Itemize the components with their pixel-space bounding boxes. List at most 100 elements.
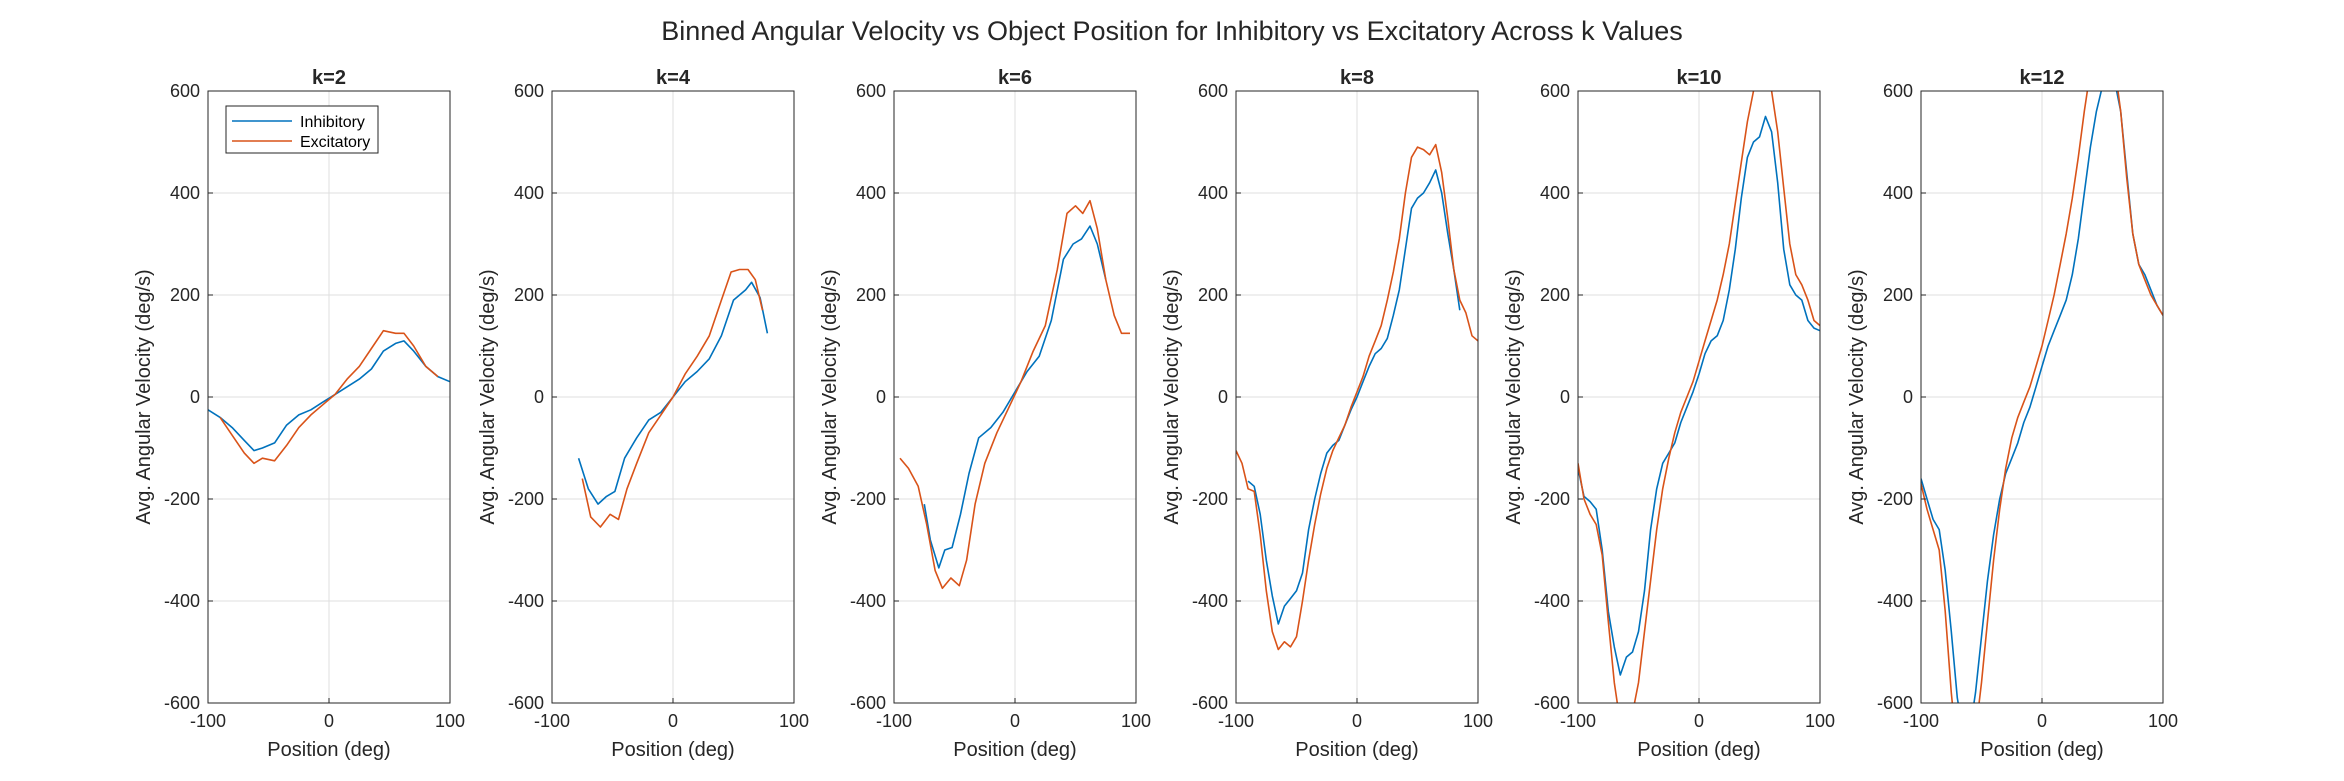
series-line-excitatory	[581, 268, 764, 528]
x-tick-label: 0	[1010, 711, 1020, 731]
y-axis-label: Avg. Angular Velocity (deg/s)	[477, 269, 499, 524]
x-tick-label: 0	[324, 711, 334, 731]
y-tick-label: 0	[190, 387, 200, 407]
x-tick-label: 100	[2148, 711, 2178, 731]
subplot-title: k=12	[2019, 67, 2064, 89]
y-tick-label: -200	[1877, 489, 1913, 509]
y-tick-label: -400	[1192, 591, 1228, 611]
y-tick-label: 200	[1198, 285, 1228, 305]
subplot-3: -100 0 100 -600 -400 -200 0 200 400 600 k=6 Positio…	[819, 67, 1151, 761]
y-tick-label: -600	[1192, 693, 1228, 713]
y-tick-label: -200	[1192, 489, 1228, 509]
y-tick-label: -400	[850, 591, 886, 611]
x-tick-label: -100	[876, 711, 912, 731]
legend-box	[225, 105, 379, 154]
x-tick-label: -100	[534, 711, 570, 731]
x-tick-label: 0	[2037, 711, 2047, 731]
subplot-title: k=4	[656, 67, 691, 89]
legend: Inhibitory Excitatory	[225, 105, 379, 154]
y-tick-label: -600	[164, 693, 200, 713]
x-tick-label: 100	[1463, 711, 1493, 731]
series-line-excitatory	[219, 329, 439, 465]
y-tick-label: -200	[164, 489, 200, 509]
x-axis-label: Position (deg)	[953, 739, 1076, 761]
y-tick-label: 600	[1198, 81, 1228, 101]
x-axis-label: Position (deg)	[1295, 739, 1418, 761]
y-tick-label: 0	[534, 387, 544, 407]
x-tick-label: -100	[1560, 711, 1596, 731]
y-tick-label: 400	[1883, 183, 1913, 203]
y-tick-label: 200	[1883, 285, 1913, 305]
y-tick-label: -200	[850, 489, 886, 509]
y-tick-label: -600	[850, 693, 886, 713]
y-tick-label: 600	[1540, 81, 1570, 101]
subplot-2: -100 0 100 -600 -400 -200 0 200 400 600 k=4 Positio…	[477, 67, 809, 761]
y-axis-label: Avg. Angular Velocity (deg/s)	[1503, 269, 1525, 524]
y-tick-label: 400	[514, 183, 544, 203]
series-line-inhibitory	[923, 225, 1107, 569]
x-axis-label: Position (deg)	[1980, 739, 2103, 761]
y-tick-label: 600	[514, 81, 544, 101]
y-tick-label: -400	[1877, 591, 1913, 611]
x-tick-label: 100	[1121, 711, 1151, 731]
series-line-excitatory	[899, 199, 1130, 590]
y-tick-label: 600	[1883, 81, 1913, 101]
y-tick-label: -600	[508, 693, 544, 713]
y-tick-label: 200	[514, 285, 544, 305]
subplot-title: k=8	[1340, 67, 1374, 89]
x-axis-label: Position (deg)	[1637, 739, 1760, 761]
y-tick-label: 400	[170, 183, 200, 203]
y-tick-label: -600	[1877, 693, 1913, 713]
y-tick-label: 0	[1560, 387, 1570, 407]
series-line-inhibitory	[1578, 115, 1820, 676]
y-tick-label: 400	[856, 183, 886, 203]
subplot-1: -100 0 100 -600 -400 -200 0 200 400 600 k=2 Positio…	[133, 67, 465, 761]
y-tick-label: 0	[1218, 387, 1228, 407]
y-tick-label: 600	[856, 81, 886, 101]
x-tick-label: 100	[779, 711, 809, 731]
legend-label-excitatory: Excitatory	[300, 134, 370, 151]
y-tick-label: 200	[170, 285, 200, 305]
x-axis-label: Position (deg)	[267, 739, 390, 761]
x-tick-label: 0	[1694, 711, 1704, 731]
y-tick-label: 400	[1198, 183, 1228, 203]
subplot-title: k=10	[1676, 67, 1721, 89]
y-tick-label: -400	[1534, 591, 1570, 611]
x-tick-label: 0	[1352, 711, 1362, 731]
y-tick-label: -600	[1534, 693, 1570, 713]
x-axis-label: Position (deg)	[611, 739, 734, 761]
subplot-4: -100 0 100 -600 -400 -200 0 200 400 600 k=8 Positio…	[1161, 67, 1493, 761]
y-tick-label: 0	[876, 387, 886, 407]
subplot-title: k=6	[998, 67, 1032, 89]
y-tick-label: -200	[508, 489, 544, 509]
x-tick-label: -100	[1903, 711, 1939, 731]
series-line-excitatory	[1578, 91, 1820, 703]
y-axis-label: Avg. Angular Velocity (deg/s)	[1161, 269, 1183, 524]
x-tick-label: 100	[1805, 711, 1835, 731]
x-tick-label: -100	[190, 711, 226, 731]
series-line-inhibitory	[1247, 169, 1461, 625]
y-tick-label: 200	[1540, 285, 1570, 305]
y-axis-label: Avg. Angular Velocity (deg/s)	[133, 269, 155, 524]
y-axis-label: Avg. Angular Velocity (deg/s)	[819, 269, 841, 524]
y-tick-label: 0	[1903, 387, 1913, 407]
x-tick-label: -100	[1218, 711, 1254, 731]
series-line-excitatory	[1236, 143, 1478, 651]
y-tick-label: -400	[164, 591, 200, 611]
legend-label-inhibitory: Inhibitory	[300, 114, 365, 131]
x-tick-label: 0	[668, 711, 678, 731]
x-tick-label: 100	[435, 711, 465, 731]
y-tick-label: 400	[1540, 183, 1570, 203]
subplot-6: -100 0 100 -600 -400 -200 0 200 400 600 k=12 Positi…	[1846, 67, 2178, 761]
figure-title: Binned Angular Velocity vs Object Positi…	[661, 16, 1683, 46]
series-line-inhibitory	[208, 340, 450, 452]
subplot-5: -100 0 100 -600 -400 -200 0 200 400 600 k=10 Positi…	[1503, 67, 1835, 761]
series-line-excitatory	[1921, 91, 2163, 703]
y-tick-label: 200	[856, 285, 886, 305]
y-tick-label: -200	[1534, 489, 1570, 509]
y-axis-label: Avg. Angular Velocity (deg/s)	[1846, 269, 1868, 524]
y-tick-label: 600	[170, 81, 200, 101]
subplot-title: k=2	[312, 67, 346, 89]
